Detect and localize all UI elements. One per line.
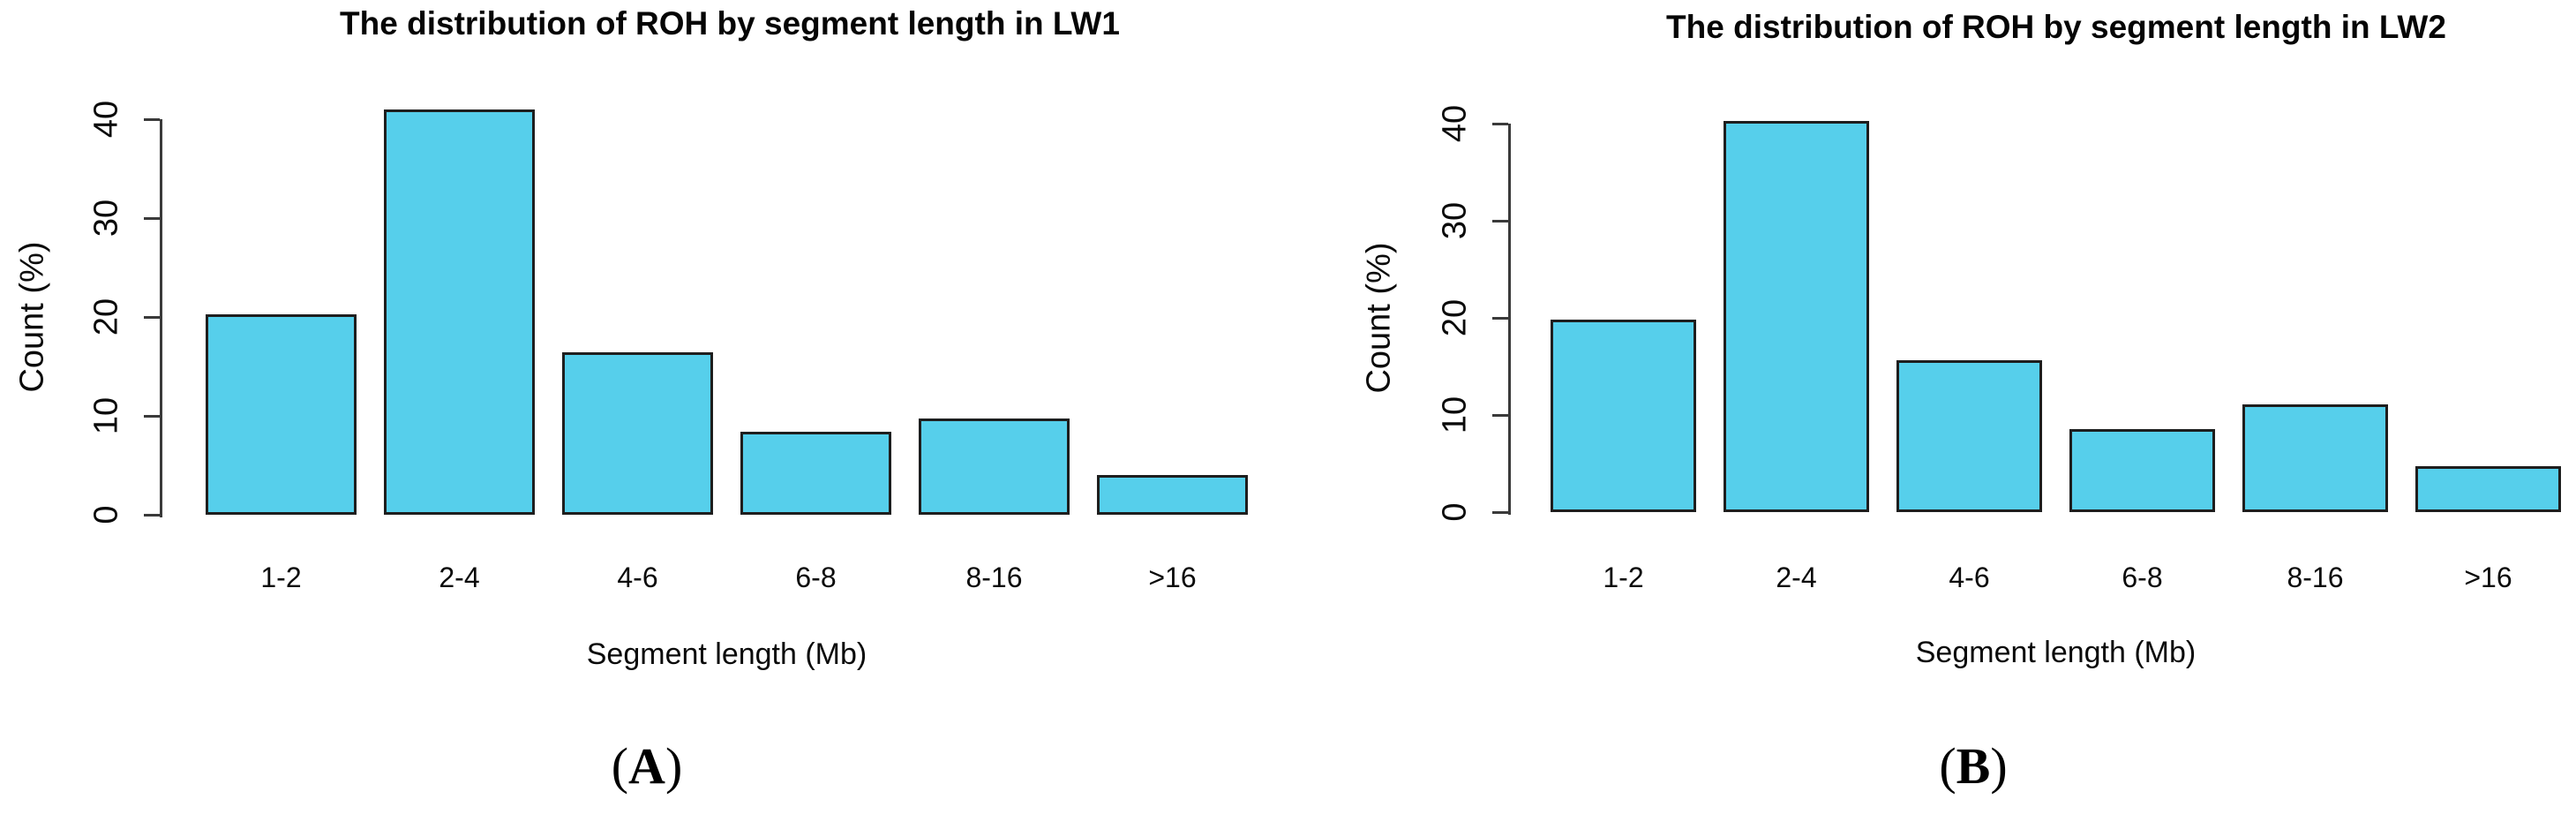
bar-6-8 bbox=[740, 432, 891, 515]
x-tick-label: 8-16 bbox=[2287, 562, 2344, 593]
y-tick-mark bbox=[1492, 316, 1508, 320]
x-axis-label: Segment length (Mb) bbox=[586, 637, 867, 671]
y-axis-line bbox=[160, 119, 162, 517]
x-tick-label: 4-6 bbox=[1949, 562, 1990, 593]
y-tick-label: 20 bbox=[87, 298, 125, 336]
chart-title-lw2: The distribution of ROH by segment lengt… bbox=[1666, 9, 2446, 45]
caption-letter: A bbox=[628, 737, 665, 795]
x-tick-label: >16 bbox=[1148, 562, 1197, 593]
panel-caption-a: (A) bbox=[612, 736, 683, 796]
y-tick-mark bbox=[144, 315, 160, 319]
x-tick-label: 2-4 bbox=[439, 562, 480, 593]
caption-open-paren: ( bbox=[1939, 737, 1956, 795]
y-tick-label: 10 bbox=[87, 396, 125, 435]
y-axis-line bbox=[1508, 124, 1511, 515]
caption-open-paren: ( bbox=[611, 737, 629, 795]
caption-close-paren: ) bbox=[665, 737, 683, 795]
y-tick-label: 40 bbox=[1436, 104, 1474, 143]
panel-caption-b: (B) bbox=[1939, 736, 2007, 796]
y-tick-label: 40 bbox=[87, 100, 125, 139]
caption-letter: B bbox=[1956, 737, 1991, 795]
chart-title-lw1: The distribution of ROH by segment lengt… bbox=[340, 5, 1120, 41]
bar-2-4 bbox=[1724, 121, 1869, 512]
y-tick-mark bbox=[1492, 510, 1508, 514]
y-tick-mark bbox=[1492, 413, 1508, 417]
caption-close-paren: ) bbox=[1990, 737, 2008, 795]
bar-2-4 bbox=[384, 109, 535, 515]
x-tick-label: 8-16 bbox=[965, 562, 1023, 593]
y-axis-label: Count (%) bbox=[1360, 242, 1398, 394]
y-tick-mark bbox=[144, 216, 160, 220]
x-tick-label: 1-2 bbox=[260, 562, 302, 593]
y-tick-label: 0 bbox=[1436, 502, 1474, 522]
bar-8-16 bbox=[919, 419, 1070, 515]
bar-8-16 bbox=[2242, 404, 2388, 512]
y-tick-label: 0 bbox=[87, 505, 125, 524]
y-tick-label: 20 bbox=[1436, 298, 1474, 337]
x-tick-label: 1-2 bbox=[1603, 562, 1644, 593]
y-axis-label: Count (%) bbox=[13, 241, 51, 393]
x-axis-label: Segment length (Mb) bbox=[1915, 636, 2197, 669]
bar-4-6 bbox=[562, 352, 713, 515]
y-tick-mark bbox=[1492, 122, 1508, 125]
x-tick-label: 2-4 bbox=[1776, 562, 1817, 593]
y-tick-mark bbox=[144, 513, 160, 517]
x-tick-label: >16 bbox=[2464, 562, 2512, 593]
bar-6-8 bbox=[2069, 429, 2215, 512]
x-tick-label: 4-6 bbox=[617, 562, 658, 593]
bar->16 bbox=[2415, 466, 2561, 512]
y-tick-mark bbox=[144, 414, 160, 418]
bar-1-2 bbox=[1551, 320, 1696, 512]
x-tick-label: 6-8 bbox=[795, 562, 837, 593]
bar-1-2 bbox=[206, 314, 357, 515]
bar->16 bbox=[1097, 475, 1248, 515]
x-tick-label: 6-8 bbox=[2122, 562, 2163, 593]
y-tick-mark bbox=[1492, 219, 1508, 222]
y-tick-label: 10 bbox=[1436, 396, 1474, 434]
y-tick-label: 30 bbox=[1436, 201, 1474, 240]
bar-4-6 bbox=[1896, 360, 2042, 512]
y-tick-label: 30 bbox=[87, 199, 125, 238]
y-tick-mark bbox=[144, 117, 160, 121]
